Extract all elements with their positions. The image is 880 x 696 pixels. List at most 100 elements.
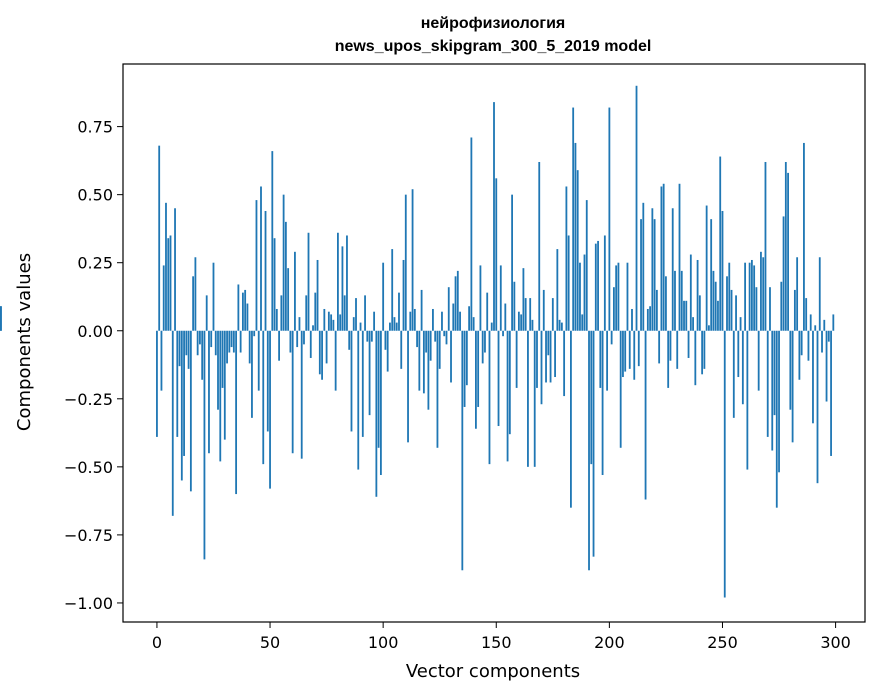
- bar-283: [796, 257, 799, 331]
- bar-55: [280, 295, 283, 331]
- y-tick-label: 0.50: [77, 186, 113, 205]
- bar-112: [409, 311, 412, 331]
- bar-9: [176, 330, 179, 437]
- bar-202: [612, 287, 615, 331]
- bar-144: [481, 330, 484, 364]
- bar-242: [703, 330, 706, 369]
- bar-169: [538, 161, 541, 331]
- bar-80: [337, 232, 339, 331]
- bar-123: [434, 330, 437, 342]
- bar-282: [793, 289, 796, 331]
- bar-174: [549, 330, 552, 383]
- bar-140: [472, 317, 475, 331]
- bar-61: [294, 251, 296, 331]
- bar-285: [800, 330, 803, 356]
- bar-230: [676, 330, 679, 369]
- bar-37: [239, 330, 242, 353]
- bar-181: [565, 186, 568, 331]
- bar-74: [323, 308, 326, 331]
- chart-subtitle: news_upos_skipgram_300_5_2019 model: [335, 38, 652, 55]
- bar-71: [316, 259, 319, 331]
- bar-266: [757, 330, 760, 391]
- bar-155: [506, 330, 509, 462]
- bar-36: [237, 284, 240, 331]
- bar-73: [321, 330, 323, 380]
- bar-185: [574, 142, 577, 331]
- bar-146: [486, 292, 489, 331]
- bar-158: [513, 281, 516, 331]
- bar-10: [178, 330, 181, 367]
- bar-223: [660, 186, 663, 331]
- bar-276: [780, 281, 783, 331]
- bar-133: [456, 270, 459, 331]
- bar-295: [823, 319, 826, 331]
- bar-290: [812, 330, 814, 424]
- bar-177: [556, 249, 559, 331]
- bar-18: [196, 330, 199, 356]
- bar-228: [671, 208, 674, 331]
- bar-154: [504, 303, 507, 331]
- x-tick-label: 0: [152, 633, 162, 652]
- bar-65: [303, 330, 305, 345]
- bar-24: [210, 330, 213, 348]
- bar-216: [644, 330, 647, 500]
- bar-273: [773, 330, 776, 416]
- bar-1: [158, 145, 161, 331]
- bar-19: [199, 330, 201, 345]
- bar-238: [694, 330, 697, 386]
- bar-147: [488, 330, 491, 465]
- bar-5: [167, 238, 170, 331]
- y-tick-label: −0.25: [64, 390, 113, 409]
- x-tick-label: 200: [594, 633, 625, 652]
- bar-148: [490, 322, 493, 331]
- y-axis-label: Components values: [14, 253, 35, 431]
- bar-34: [232, 330, 235, 353]
- bar-29: [221, 330, 224, 388]
- bar-115: [416, 330, 418, 348]
- bar-186: [576, 170, 579, 331]
- bar-236: [689, 254, 692, 331]
- bar-241: [701, 330, 704, 375]
- bar-267: [760, 251, 762, 331]
- bar-88: [355, 298, 357, 331]
- x-tick-label: 150: [481, 633, 512, 652]
- bar-66: [305, 295, 308, 331]
- bar-199: [606, 330, 609, 391]
- bar-195: [597, 240, 599, 331]
- bar-286: [803, 142, 805, 331]
- bar-245: [710, 219, 713, 331]
- bar-142: [477, 330, 480, 407]
- bar-149: [493, 102, 495, 331]
- bar-135: [461, 330, 464, 571]
- bar-79: [334, 330, 337, 391]
- bar-96: [373, 311, 376, 331]
- bar-68: [309, 330, 312, 358]
- bar-219: [651, 208, 654, 331]
- bar-255: [732, 330, 735, 418]
- x-tick-label: 250: [707, 633, 738, 652]
- bar-128: [445, 330, 448, 345]
- bar-211: [633, 330, 636, 380]
- bar-171: [542, 289, 545, 331]
- bar-113: [411, 189, 414, 331]
- bar-31: [226, 330, 228, 364]
- bar-264: [753, 265, 756, 331]
- bar-125: [438, 330, 441, 369]
- bar-2: [160, 330, 163, 391]
- bar-64: [300, 330, 303, 459]
- bar-151: [497, 330, 500, 427]
- bar-208: [626, 262, 629, 331]
- bar-248: [717, 300, 719, 331]
- bar-256: [735, 295, 737, 331]
- bar-63: [298, 317, 301, 331]
- bar-221: [655, 289, 658, 331]
- bar-126: [441, 311, 443, 331]
- bar-58: [287, 268, 290, 331]
- bar-247: [714, 281, 717, 331]
- bar-246: [712, 270, 715, 331]
- bar-160: [517, 311, 520, 331]
- bar-14: [187, 330, 190, 369]
- bar-260: [744, 262, 747, 331]
- bar-35: [235, 330, 238, 495]
